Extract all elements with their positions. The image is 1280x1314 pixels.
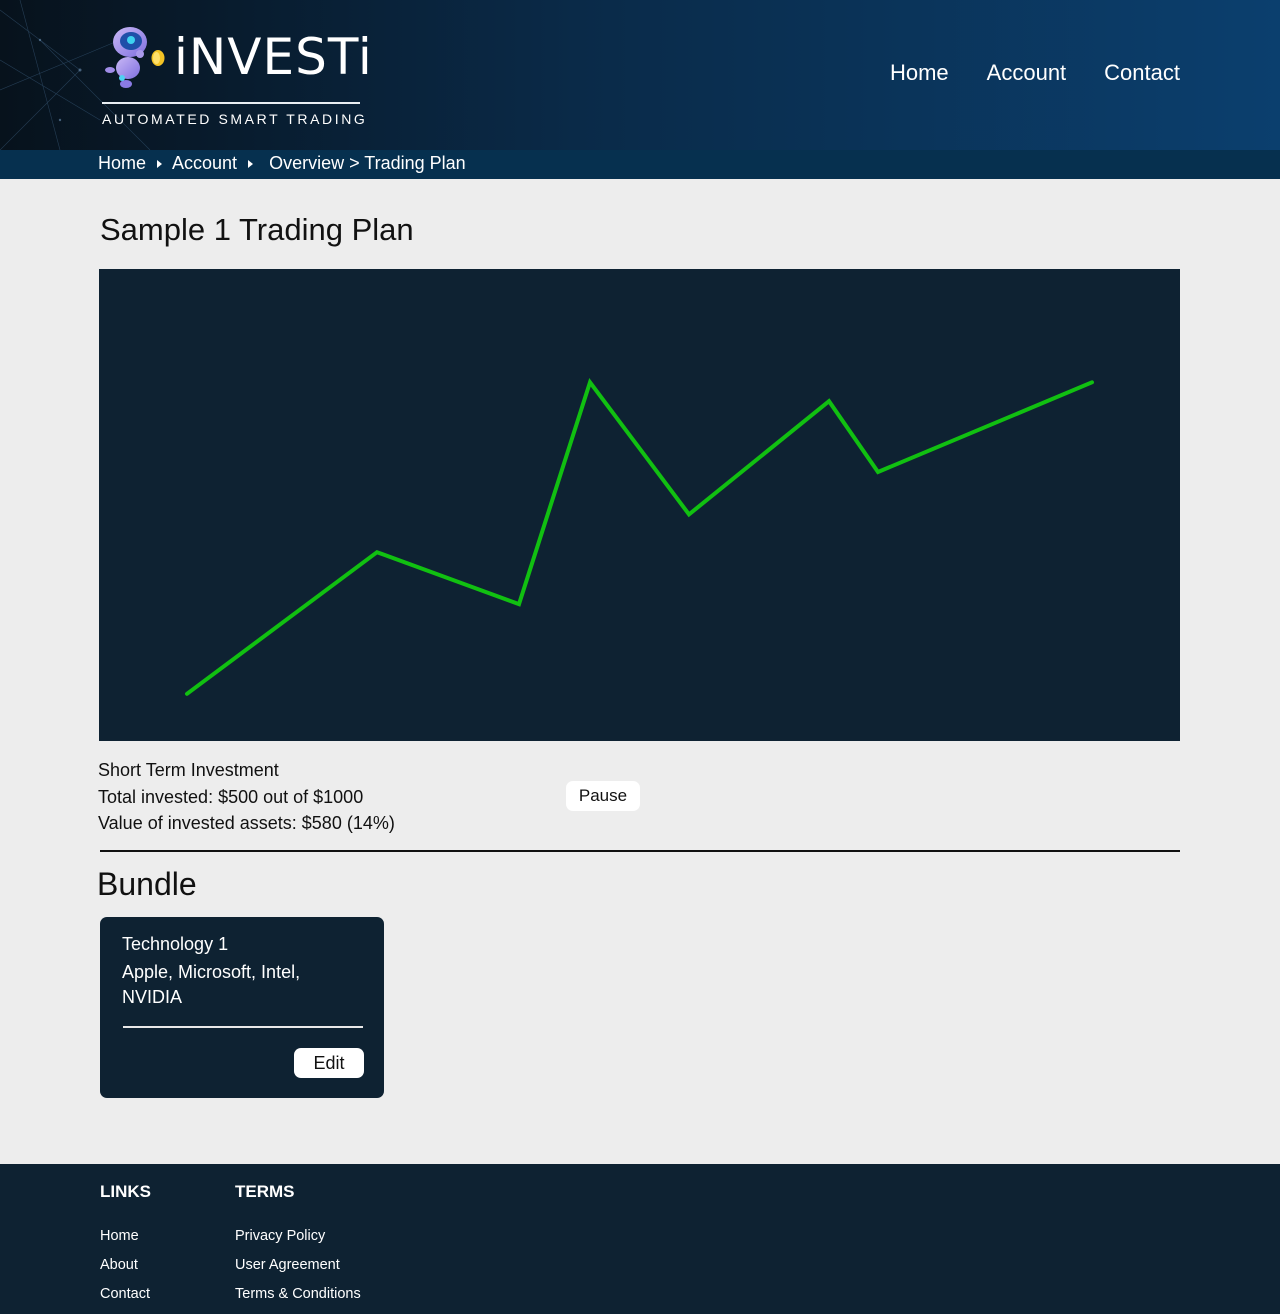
bundle-card-companies: Apple, Microsoft, Intel, NVIDIA — [122, 962, 301, 1007]
series-line — [185, 377, 1094, 696]
nav-contact-link[interactable]: Contact — [1104, 60, 1180, 85]
bundle-card-title: Technology 1 — [122, 934, 229, 954]
bundle-card: Technology 1 Apple, Microsoft, Intel, NV… — [100, 917, 384, 1098]
breadcrumb: Home Account Overview > Trading Plan — [98, 153, 466, 174]
footer-links-heading: LINKS — [100, 1182, 151, 1201]
breadcrumb-account[interactable]: Account — [172, 153, 238, 173]
robot-mascot-icon — [105, 27, 165, 88]
footer-terms-heading: TERMS — [235, 1182, 295, 1201]
breadcrumb-home[interactable]: Home — [98, 153, 147, 173]
edit-bundle-button[interactable]: Edit — [294, 1048, 364, 1078]
breadcrumb-bar: Home Account Overview > Trading Plan — [0, 150, 1280, 179]
footer-links-column: LINKS Home About Contact — [100, 1182, 151, 1309]
page-title: Sample 1 Trading Plan — [100, 212, 414, 247]
section-divider — [100, 850, 1180, 852]
total-invested: Total invested: $500 out of $1000 — [98, 786, 364, 807]
plan-type: Short Term Investment — [98, 760, 279, 780]
site-header: iNVESTi AUTOMATED SMART TRADING Home Acc… — [0, 0, 1280, 150]
footer-link-privacy[interactable]: Privacy Policy — [235, 1228, 326, 1244]
footer-link-about[interactable]: About — [100, 1257, 138, 1273]
pause-button[interactable]: Pause — [566, 781, 640, 811]
network-background — [0, 0, 151, 150]
brand-tagline: AUTOMATED SMART TRADING — [102, 111, 368, 127]
footer-link-contact[interactable]: Contact — [100, 1286, 150, 1302]
brand-logo[interactable]: iNVESTi AUTOMATED SMART TRADING — [100, 22, 373, 132]
bundle-heading: Bundle — [97, 866, 197, 902]
site-footer: LINKS Home About Contact TERMS Privacy P… — [0, 1164, 1280, 1314]
footer-link-terms[interactable]: Terms & Conditions — [235, 1286, 361, 1302]
footer-terms-column: TERMS Privacy Policy User Agreement Term… — [235, 1182, 361, 1309]
brand-name: iNVESTi — [174, 28, 373, 86]
asset-value: Value of invested assets: $580 (14%) — [98, 813, 395, 833]
footer-link-home[interactable]: Home — [100, 1228, 139, 1244]
breadcrumb-current: Overview > Trading Plan — [269, 153, 466, 173]
breadcrumb-arrow-icon — [248, 159, 254, 168]
logo-divider — [102, 102, 360, 104]
bundle-card-divider — [123, 1026, 363, 1028]
plan-info: Short Term Investment Total invested: $5… — [98, 757, 395, 837]
performance-chart — [99, 269, 1180, 741]
performance-chart-svg — [185, 377, 1094, 696]
main-nav: Home Account Contact — [890, 60, 1180, 86]
nav-account-link[interactable]: Account — [986, 60, 1067, 85]
footer-link-user-agreement[interactable]: User Agreement — [235, 1257, 340, 1273]
nav-home-link[interactable]: Home — [889, 60, 949, 85]
breadcrumb-arrow-icon — [157, 159, 163, 168]
